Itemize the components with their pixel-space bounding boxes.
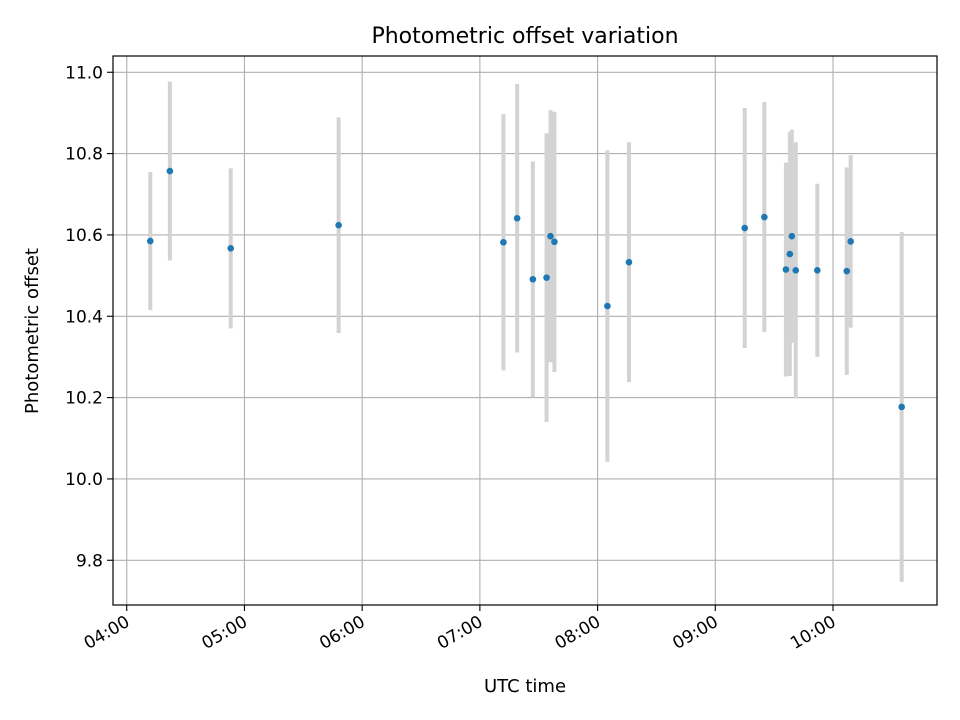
data-point bbox=[792, 267, 800, 274]
y-tick-label: 10.6 bbox=[65, 226, 103, 246]
data-point bbox=[166, 167, 174, 175]
data-points bbox=[146, 167, 905, 411]
plot-frame bbox=[112, 55, 938, 606]
y-tick-label: 9.8 bbox=[76, 551, 103, 571]
data-point bbox=[500, 238, 507, 246]
data-point bbox=[529, 275, 537, 283]
data-point bbox=[741, 224, 749, 232]
data-point bbox=[547, 232, 554, 240]
data-point bbox=[898, 403, 905, 411]
data-point bbox=[843, 267, 851, 275]
data-point bbox=[786, 250, 794, 258]
y-tick-label: 10.0 bbox=[65, 470, 103, 490]
y-tick-label: 10.2 bbox=[65, 389, 103, 409]
grid bbox=[113, 56, 937, 605]
x-axis-label: UTC time bbox=[484, 676, 566, 697]
data-point bbox=[335, 221, 342, 229]
chart-title: Photometric offset variation bbox=[371, 24, 678, 49]
data-point bbox=[814, 267, 821, 274]
y-axis-label: Photometric offset bbox=[22, 248, 43, 414]
data-point bbox=[625, 258, 633, 266]
data-point bbox=[761, 213, 768, 221]
data-point bbox=[543, 274, 550, 281]
data-point bbox=[513, 214, 521, 222]
y-tick-label: 11.0 bbox=[65, 63, 103, 83]
y-tick-label: 10.8 bbox=[65, 145, 103, 165]
y-tick-label: 10.4 bbox=[65, 307, 103, 327]
data-point bbox=[847, 238, 854, 245]
data-point bbox=[604, 302, 611, 310]
data-point bbox=[782, 266, 790, 273]
data-point bbox=[146, 237, 154, 245]
data-point bbox=[227, 245, 235, 252]
data-point bbox=[788, 232, 796, 240]
data-point bbox=[551, 238, 558, 246]
